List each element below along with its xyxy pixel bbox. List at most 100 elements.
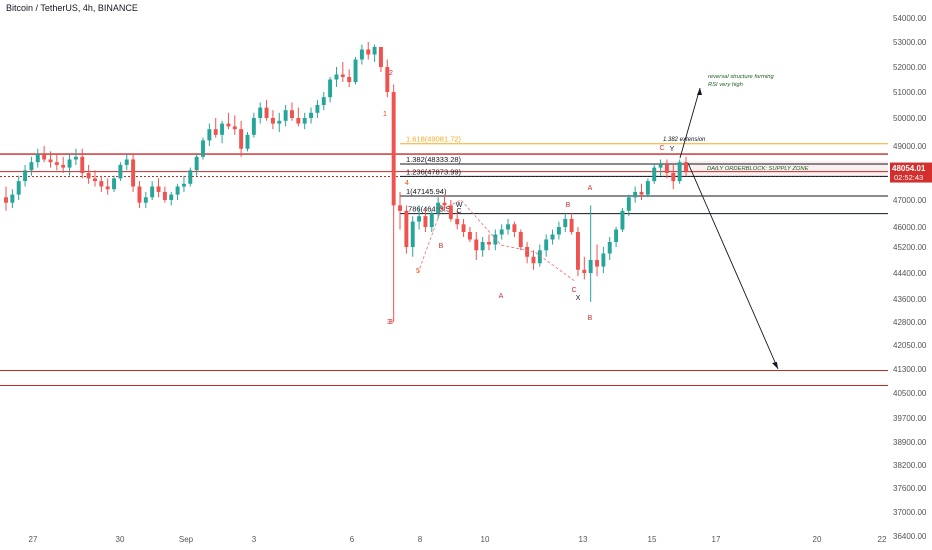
reversal-note-line2: RSI very high xyxy=(708,82,743,88)
price-tick-label: 44400.00 xyxy=(893,269,927,278)
candle-body xyxy=(290,110,294,118)
candle-body xyxy=(658,164,663,168)
candle xyxy=(506,218,511,235)
price-tick-label: 54000.00 xyxy=(893,14,927,23)
candle xyxy=(315,99,320,118)
candle xyxy=(639,183,644,200)
candle xyxy=(80,148,85,179)
candle-body xyxy=(639,191,644,195)
fib-level-label: 1(47145.94) xyxy=(406,187,447,196)
price-tick-label: 45200.00 xyxy=(893,243,927,252)
candle-body xyxy=(105,186,110,190)
candle xyxy=(474,232,479,260)
time-tick-label: Sep xyxy=(179,535,194,544)
time-tick-label: 6 xyxy=(350,535,355,544)
candle-body xyxy=(556,227,561,235)
price-tick-label: 38200.00 xyxy=(893,461,927,470)
time-tick-label: 10 xyxy=(481,535,490,544)
wave-label: W xyxy=(456,202,463,209)
candle-body xyxy=(506,224,511,230)
candle xyxy=(499,224,504,240)
price-tick-label: 39700.00 xyxy=(893,414,927,423)
candle-body xyxy=(391,92,396,206)
price-tick-label: 40500.00 xyxy=(893,389,927,398)
candle xyxy=(633,186,638,203)
candle-body xyxy=(61,164,66,168)
reversal-arrow-head xyxy=(697,88,702,95)
candle xyxy=(550,229,555,245)
abc-structure-line xyxy=(417,199,577,283)
candle-body xyxy=(277,120,282,124)
candle-body xyxy=(207,129,212,141)
candle-body xyxy=(73,156,78,160)
candle xyxy=(175,183,180,200)
candle-body xyxy=(175,186,180,195)
candle xyxy=(124,154,129,171)
candle xyxy=(417,205,422,230)
wave-label: A xyxy=(439,205,444,212)
candle xyxy=(150,181,155,200)
wave-label: B xyxy=(566,202,571,209)
candle-body xyxy=(664,164,669,173)
candle xyxy=(467,227,472,242)
candle xyxy=(353,57,358,85)
candle-body xyxy=(417,216,422,222)
candle xyxy=(340,62,345,82)
candle xyxy=(658,159,663,176)
candle-body xyxy=(194,156,199,171)
candle-body xyxy=(213,129,218,135)
candle xyxy=(181,175,186,192)
candle-body xyxy=(264,107,269,118)
wave-label: 1 xyxy=(383,111,387,118)
candle-body xyxy=(525,247,530,257)
candle xyxy=(671,164,676,190)
candle-body xyxy=(315,105,320,113)
projection-arrow-line xyxy=(687,162,779,370)
candle-body xyxy=(4,197,8,203)
candle-body xyxy=(48,159,53,163)
candle xyxy=(48,151,53,168)
price-tick-label: 49000.00 xyxy=(893,142,927,151)
candle-body xyxy=(359,49,364,60)
candle xyxy=(112,175,117,192)
candle-body xyxy=(531,256,536,264)
candle xyxy=(42,146,47,163)
candle xyxy=(404,205,409,254)
candle xyxy=(264,99,269,121)
candle xyxy=(614,227,619,247)
candle-body xyxy=(35,154,40,163)
candle xyxy=(385,59,390,98)
candle xyxy=(201,137,205,160)
candle-body xyxy=(366,49,371,55)
wave-label: 2 xyxy=(389,70,393,77)
candle xyxy=(366,42,371,60)
candle-body xyxy=(684,162,688,172)
candle-body xyxy=(181,183,186,187)
candle xyxy=(493,229,498,251)
price-tick-label: 50000.00 xyxy=(893,114,927,123)
time-tick-label: 15 xyxy=(648,535,657,544)
candle-body xyxy=(671,173,676,182)
wave-label: 5 xyxy=(416,268,420,275)
candle xyxy=(29,156,34,176)
candle xyxy=(359,44,364,65)
candle-body xyxy=(296,118,301,124)
wave-label: A xyxy=(588,185,593,192)
candle-body xyxy=(99,181,104,187)
candle xyxy=(4,186,8,211)
candle-body xyxy=(156,186,161,192)
candle-body xyxy=(328,79,333,98)
projection-arrow-head xyxy=(772,362,778,369)
candle-body xyxy=(614,229,619,242)
candle-body xyxy=(245,134,250,149)
time-tick-label: 17 xyxy=(712,535,721,544)
candle-body xyxy=(131,159,136,187)
candle-body xyxy=(169,194,174,200)
extension-label: 1.382 extension xyxy=(663,137,706,143)
chart-title: Bitcoin / TetherUS, 4h, BINANCE xyxy=(6,3,138,13)
candle xyxy=(283,105,288,127)
candle-body xyxy=(118,164,123,179)
candle-body xyxy=(347,77,352,82)
